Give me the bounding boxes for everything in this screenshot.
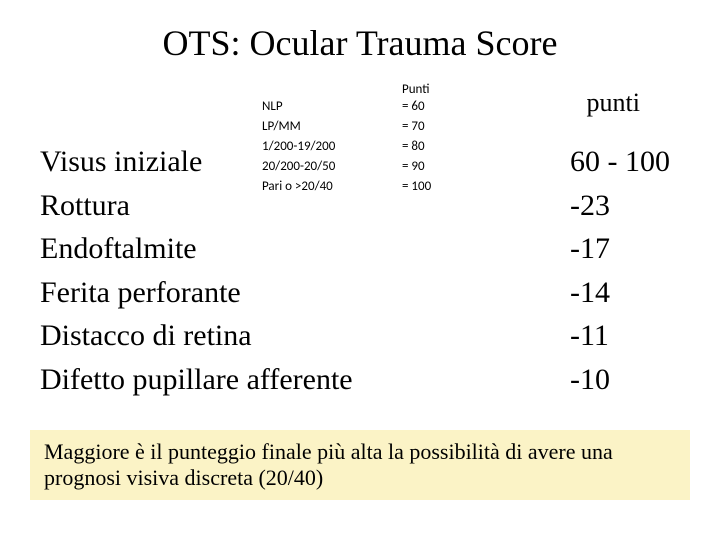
- list-item: Difetto pupillare afferente: [40, 358, 353, 402]
- table-cell-value: = 80: [402, 139, 462, 154]
- score-value: -14: [570, 271, 670, 315]
- mid-table-punti-header: Punti: [402, 82, 430, 97]
- table-cell-value: = 100: [402, 179, 462, 194]
- list-item: Ferita perforante: [40, 271, 353, 315]
- list-item: Endoftalmite: [40, 227, 353, 271]
- slide-title: OTS: Ocular Trauma Score: [0, 0, 720, 74]
- scores-column-header: punti: [587, 88, 640, 118]
- list-item: Distacco di retina: [40, 314, 353, 358]
- table-cell-label: NLP: [262, 99, 402, 114]
- score-value: -10: [570, 358, 670, 402]
- list-item: Rottura: [40, 184, 353, 228]
- table-cell-value: = 70: [402, 119, 462, 134]
- score-value: -23: [570, 184, 670, 228]
- footer-note: Maggiore è il punteggio finale più alta …: [30, 430, 690, 500]
- score-value: 60 - 100: [570, 140, 670, 184]
- list-item: Visus iniziale: [40, 140, 353, 184]
- table-row: LP/MM = 70: [262, 116, 462, 136]
- table-cell-value: = 90: [402, 159, 462, 174]
- table-cell-label: LP/MM: [262, 119, 402, 134]
- table-cell-value: = 60: [402, 99, 462, 114]
- table-row: NLP = 60: [262, 96, 462, 116]
- factors-list: Visus iniziale Rottura Endoftalmite Feri…: [40, 140, 353, 401]
- score-value: -17: [570, 227, 670, 271]
- scores-list: 60 - 100 -23 -17 -14 -11 -10: [570, 140, 670, 401]
- score-value: -11: [570, 314, 670, 358]
